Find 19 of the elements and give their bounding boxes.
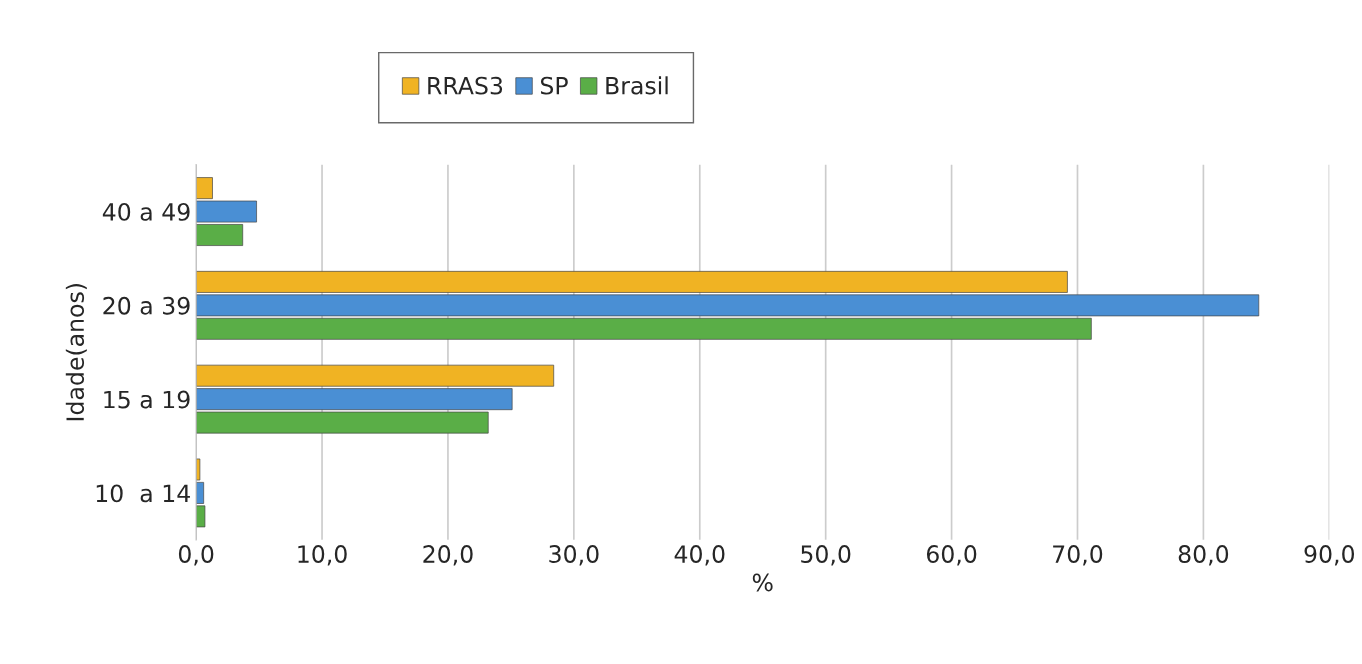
x-tick-label: 90,0 bbox=[1304, 545, 1355, 566]
x-tick-label: 40,0 bbox=[674, 545, 725, 566]
x-tick-label: 10,0 bbox=[298, 545, 347, 566]
x-tick-label: 60,0 bbox=[926, 545, 977, 566]
y-axis-title: Idade(anos) bbox=[65, 284, 87, 421]
x-tick-label: 50,0 bbox=[801, 545, 851, 566]
x-tick-label: 0,0 bbox=[178, 545, 214, 566]
y-tick-label: 20 a 39 bbox=[103, 296, 190, 315]
x-tick-label: 20,0 bbox=[423, 545, 473, 566]
x-axis-title: % bbox=[752, 573, 773, 592]
x-tick-label: 80,0 bbox=[1178, 545, 1229, 566]
x-tick-label: 70,0 bbox=[1053, 545, 1103, 566]
y-tick-label: 40 a 49 bbox=[102, 203, 190, 221]
legend-label: RRAS3 bbox=[428, 76, 503, 95]
legend-label: SP bbox=[540, 76, 568, 95]
y-tick-label: 15 a 19 bbox=[104, 390, 190, 409]
legend-label: Brasil bbox=[606, 76, 668, 95]
x-tick-label: 30,0 bbox=[549, 545, 599, 566]
y-tick-label: 10 a 14 bbox=[96, 484, 190, 503]
